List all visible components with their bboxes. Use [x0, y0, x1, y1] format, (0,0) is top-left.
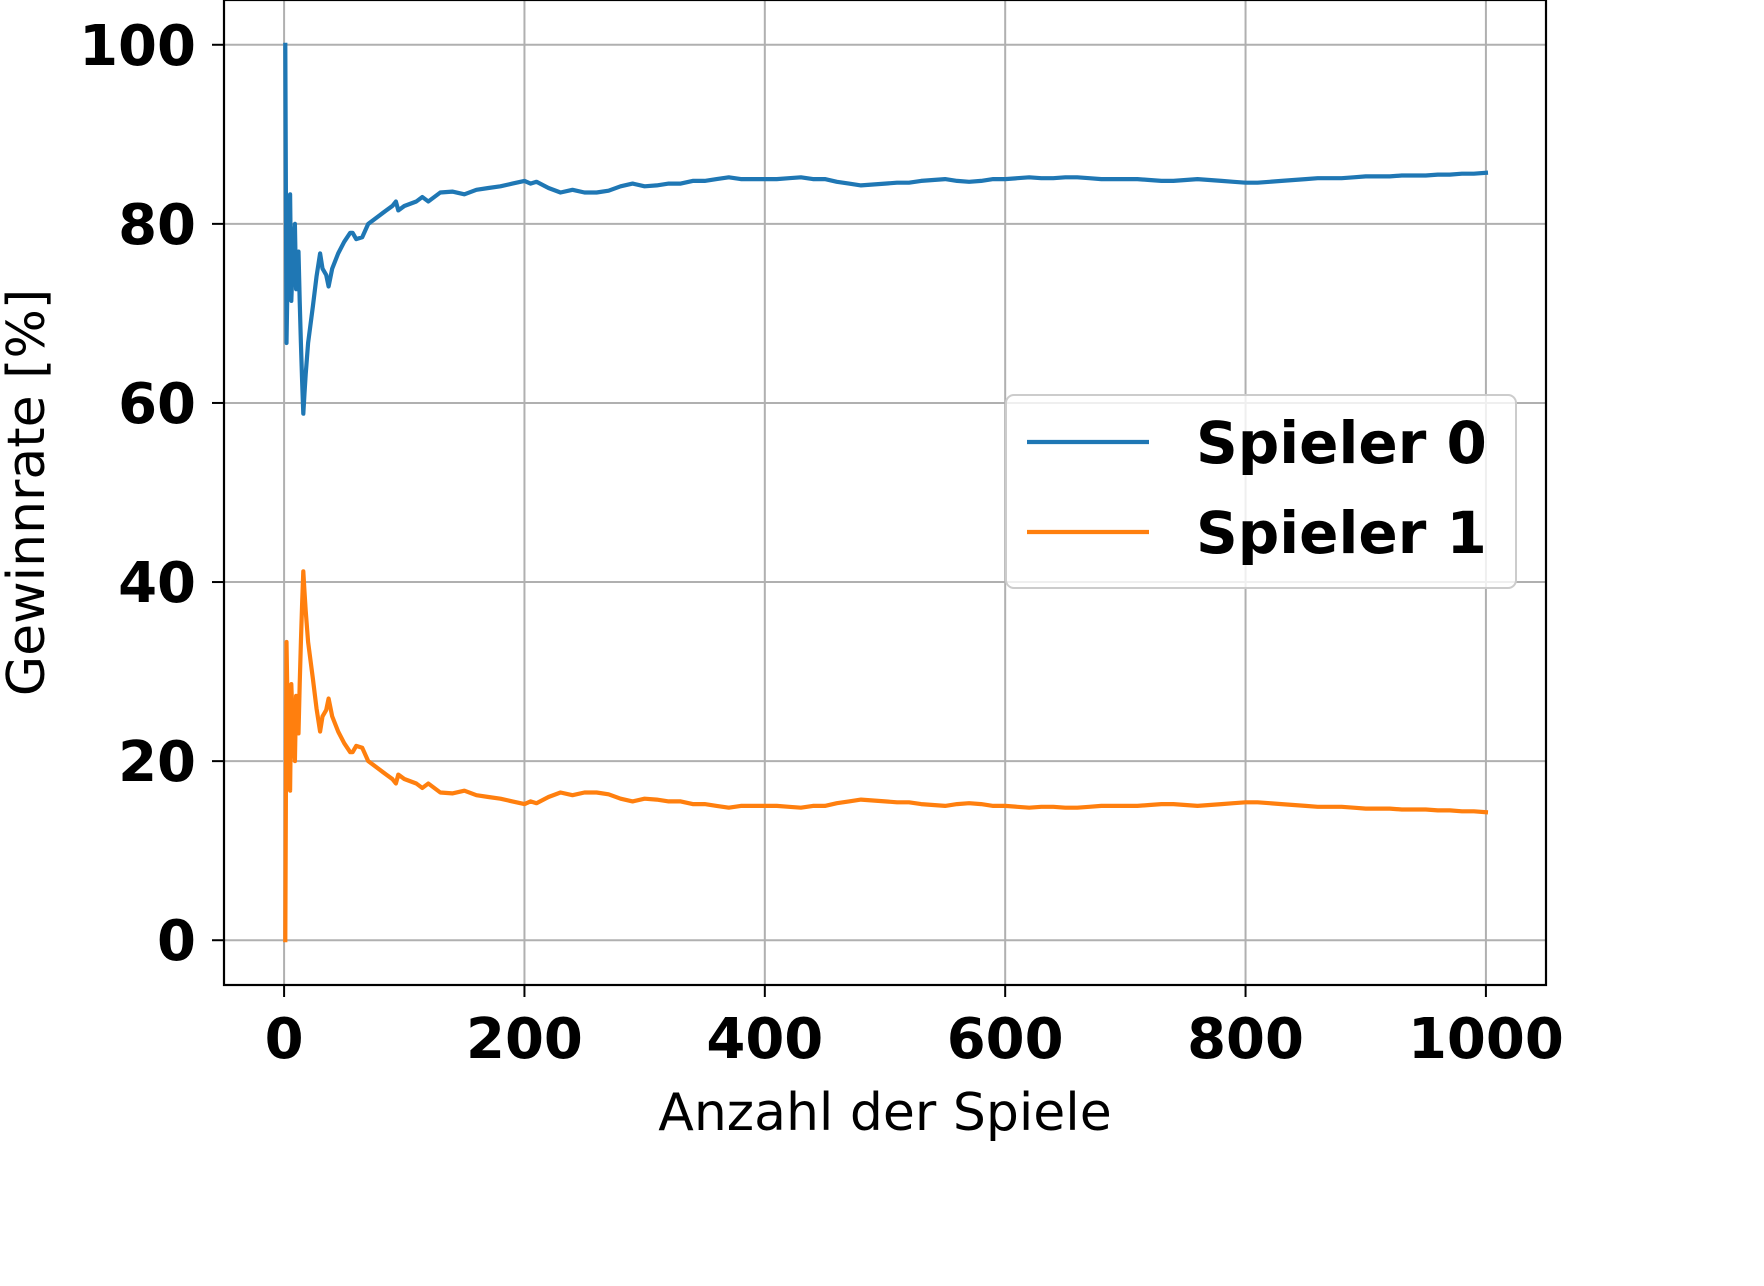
series-line-0: [283, 42, 1489, 416]
x-tick-label: 800: [1187, 1007, 1304, 1072]
axis-ticks: 0 200 400 600 800 1000 0 20 40 60 80 100: [79, 14, 1564, 1072]
series-group: [283, 42, 1489, 943]
y-tick-label: 20: [118, 730, 196, 795]
plot-frame: [222, 0, 1548, 987]
y-tick-label: 100: [79, 14, 196, 79]
y-axis-label: Gewinnrate [%]: [0, 289, 57, 696]
y-tick-label: 80: [118, 193, 196, 258]
legend-label: Spieler 0: [1196, 409, 1487, 477]
legend: Spieler 0 Spieler 1: [1005, 394, 1517, 589]
x-axis-label: Anzahl der Spiele: [658, 1083, 1111, 1143]
x-tick-label: 200: [466, 1007, 583, 1072]
series-line-1: [283, 569, 1489, 943]
x-tick-label: 600: [947, 1007, 1064, 1072]
x-tick-label: 1000: [1408, 1007, 1564, 1072]
y-tick-label: 0: [157, 909, 196, 974]
x-tick-label: 400: [706, 1007, 823, 1072]
legend-label: Spieler 1: [1196, 499, 1487, 567]
y-tick-label: 60: [118, 372, 196, 437]
x-tick-label: 0: [265, 1007, 304, 1072]
y-tick-label: 40: [118, 551, 196, 616]
